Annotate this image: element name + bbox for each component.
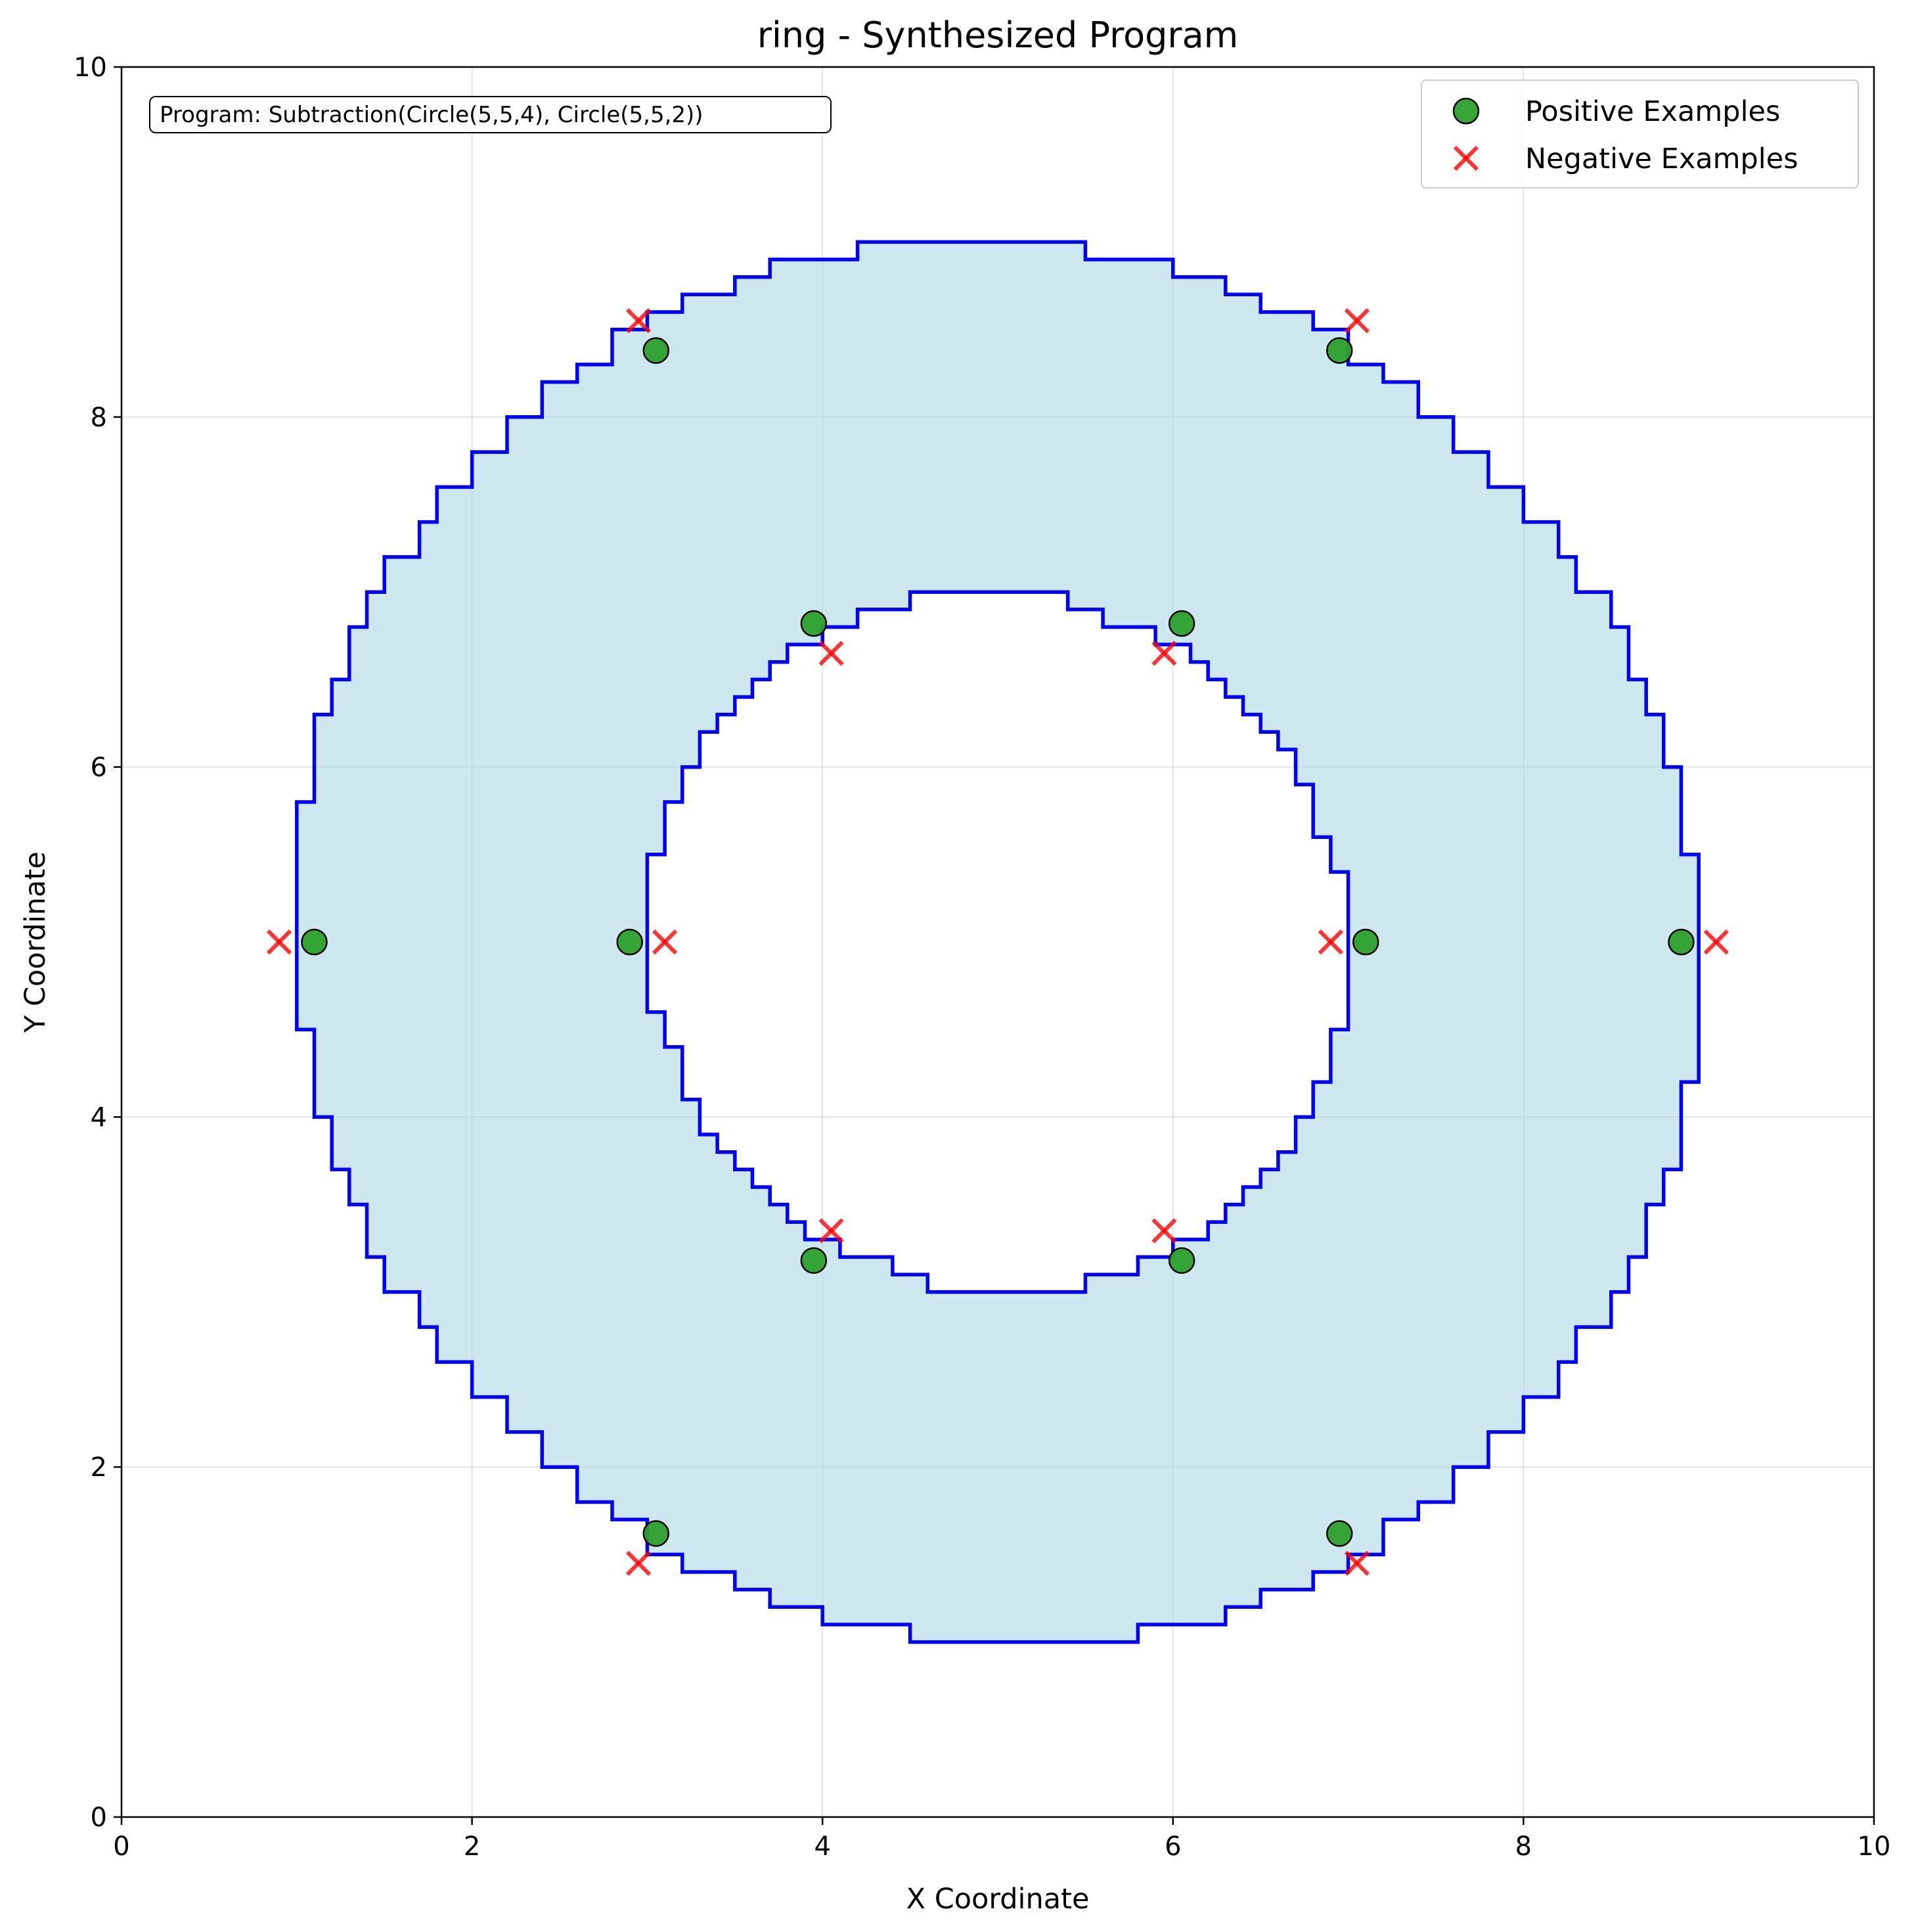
negative-point [625,308,652,334]
x-tick-label: 8 [1515,1831,1532,1862]
negative-point [1151,1218,1177,1244]
axis-ticks: 0 2 4 6 8 10 0 2 4 6 8 10 [74,53,1890,1862]
positive-point [642,337,669,364]
legend-entry: Negative Examples [1453,143,1798,175]
legend: Positive Examples Negative Examples [1421,79,1859,189]
ring-fill [296,242,1699,1642]
positive-point [800,610,828,637]
y-tick-label: 10 [74,53,107,83]
negative-point [1151,640,1177,666]
positive-point [1168,610,1195,637]
negative-series [266,308,1729,1576]
x-axis-label: X Coordinate [906,1883,1090,1916]
y-tick-label: 2 [91,1452,107,1483]
negative-point [1344,308,1370,334]
positive-point [1168,1247,1195,1274]
ring-region [295,240,1701,1644]
legend-label: Positive Examples [1525,95,1780,128]
negative-point [652,929,678,955]
negative-point [1703,929,1729,955]
x-tick-label: 6 [1165,1831,1181,1862]
y-tick-label: 4 [91,1102,107,1133]
legend-label: Negative Examples [1525,143,1798,175]
y-tick-label: 0 [91,1803,107,1833]
positive-point [1326,1520,1353,1547]
y-axis-label: Y Coordinate [19,851,52,1033]
negative-point [818,1218,844,1244]
y-tick-label: 6 [91,753,107,783]
inner-contour [645,590,1350,1294]
x-tick-label: 2 [464,1831,480,1862]
outer-contour [295,240,1701,1644]
positive-point [800,1247,828,1274]
negative-point [818,640,844,666]
x-tick-label: 4 [814,1831,830,1862]
program-annotation: Program: Subtraction(Circle(5,5,4), Circ… [149,96,832,133]
legend-entry: Positive Examples [1452,95,1780,128]
program-text: Program: Subtraction(Circle(5,5,4), Circ… [160,102,703,128]
positive-point [1668,928,1695,956]
negative-point [1344,1550,1370,1576]
positive-point [616,928,643,956]
positive-series [301,337,1695,1547]
negative-point [266,929,292,955]
positive-point [642,1520,669,1547]
negative-point [625,1550,652,1576]
axes-frame [120,66,1875,1818]
x-tick-label: 10 [1858,1831,1891,1862]
chart-title: ring - Synthesized Program [757,14,1239,56]
x-tick-label: 0 [113,1831,129,1862]
legend-circle-marker [1452,97,1480,125]
negative-point [1318,929,1344,955]
y-tick-label: 8 [91,403,107,433]
data-points [266,308,1729,1576]
positive-point [301,928,328,956]
legend-x-marker [1453,145,1479,171]
positive-point [1326,337,1353,364]
positive-point [1352,928,1379,956]
